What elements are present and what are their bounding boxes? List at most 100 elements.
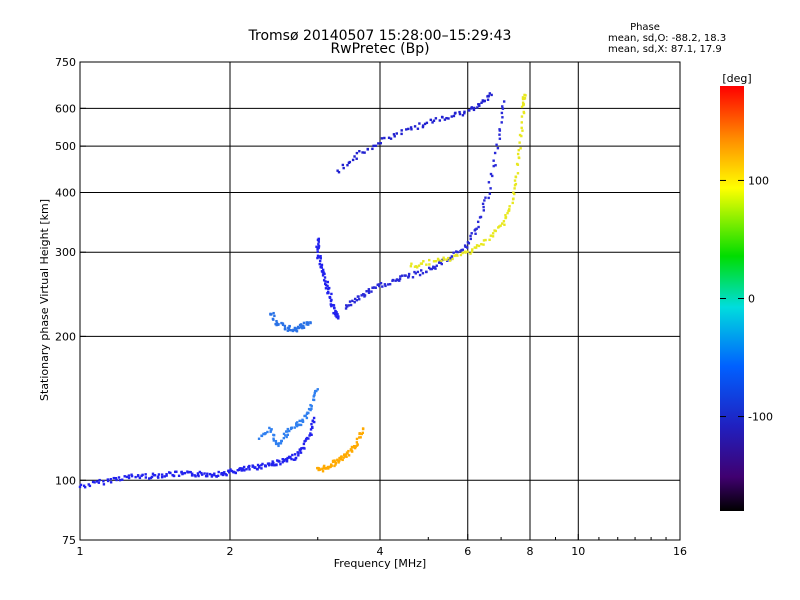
data-point (451, 257, 454, 261)
data-point (79, 483, 83, 487)
data-point (435, 264, 438, 267)
data-point (480, 242, 483, 246)
data-point (294, 328, 297, 332)
data-point (283, 327, 287, 330)
data-point (333, 464, 336, 468)
data-point (378, 284, 381, 288)
data-point (431, 121, 434, 124)
x-tick-label: 2 (227, 545, 234, 558)
data-point (470, 232, 473, 235)
data-point (299, 423, 303, 427)
data-point (507, 209, 511, 212)
data-point (366, 148, 369, 151)
data-point (341, 458, 344, 462)
data-point (363, 151, 366, 154)
data-point (500, 121, 503, 124)
data-point (319, 255, 322, 258)
data-point (210, 473, 214, 477)
data-point (483, 99, 486, 103)
data-point (432, 265, 435, 268)
data-point (467, 109, 471, 112)
data-point (288, 429, 291, 433)
data-point (487, 181, 491, 184)
data-point (318, 259, 322, 263)
data-point (304, 439, 307, 442)
data-point (357, 295, 360, 298)
data-point (502, 220, 506, 223)
data-point (450, 115, 453, 118)
data-point (121, 478, 124, 481)
data-point (381, 285, 384, 288)
data-point (200, 473, 204, 476)
data-point (293, 426, 296, 429)
data-point (272, 461, 275, 465)
data-point (210, 475, 214, 478)
data-point (410, 128, 413, 131)
data-point (286, 456, 289, 460)
data-point (322, 466, 326, 470)
data-point (346, 452, 349, 455)
data-point (469, 252, 472, 255)
data-point (295, 330, 299, 333)
data-point (511, 201, 514, 205)
data-point (180, 470, 183, 474)
data-point (109, 477, 112, 481)
data-point (361, 427, 365, 431)
data-point (323, 464, 326, 468)
data-point (363, 294, 367, 297)
data-point (336, 169, 339, 172)
data-point (513, 179, 517, 182)
data-point (298, 419, 301, 423)
data-point (511, 197, 515, 201)
y-tick-label: 600 (55, 102, 76, 115)
data-point (334, 311, 337, 315)
data-point (503, 223, 506, 226)
data-point (416, 127, 420, 130)
data-point (175, 470, 178, 473)
data-point (288, 328, 291, 332)
data-point (475, 227, 478, 230)
y-tick-label: 750 (55, 56, 76, 69)
data-point (434, 267, 437, 270)
data-point (380, 137, 384, 140)
data-point (93, 481, 96, 484)
data-point (225, 473, 228, 477)
data-point (272, 433, 276, 437)
data-point (367, 288, 371, 291)
data-point (295, 422, 298, 425)
data-point (91, 480, 95, 484)
data-point (481, 202, 485, 206)
data-point (280, 321, 283, 325)
data-point (469, 237, 472, 241)
data-point (411, 276, 415, 279)
data-point (137, 474, 140, 478)
data-point (472, 108, 476, 112)
data-point (396, 278, 399, 282)
data-point (358, 436, 361, 439)
data-point (118, 478, 122, 482)
data-point (498, 137, 502, 140)
data-point (437, 261, 441, 264)
data-point (518, 141, 521, 144)
data-point (208, 472, 212, 476)
data-point (513, 187, 516, 190)
data-point (355, 157, 358, 160)
data-point (501, 222, 504, 225)
data-point (148, 477, 151, 480)
y-tick-label: 100 (55, 474, 76, 487)
data-point (196, 472, 200, 475)
data-point (347, 449, 350, 453)
data-point (255, 467, 259, 471)
data-point (150, 475, 154, 479)
data-point (282, 436, 286, 440)
data-point (454, 111, 457, 115)
data-point (312, 416, 316, 420)
data-point (87, 483, 90, 486)
data-point (310, 426, 314, 429)
data-point (516, 152, 520, 156)
data-point (354, 445, 357, 448)
data-point (194, 475, 197, 478)
data-point (410, 262, 413, 265)
data-point (351, 299, 354, 303)
data-point (516, 172, 520, 175)
